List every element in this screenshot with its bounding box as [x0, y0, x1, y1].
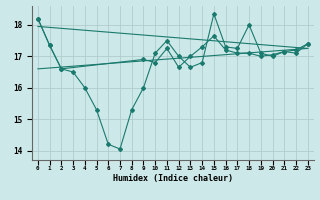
X-axis label: Humidex (Indice chaleur): Humidex (Indice chaleur)	[113, 174, 233, 183]
